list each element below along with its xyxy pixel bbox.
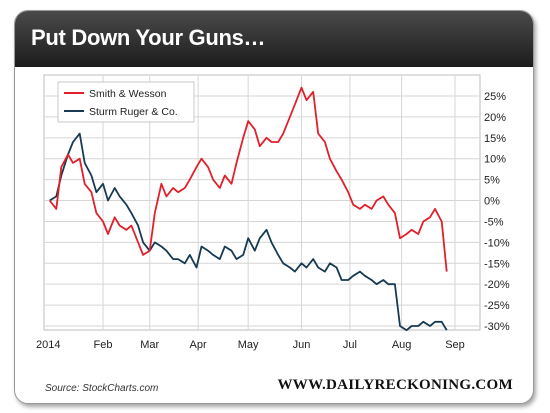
chart-title: Put Down Your Guns… — [31, 25, 266, 50]
legend-label: Smith & Wesson — [89, 88, 167, 100]
y-tick-label: 10% — [484, 154, 506, 166]
x-tick-label: Jul — [343, 339, 357, 351]
x-tick-label: Jun — [293, 339, 311, 351]
legend: Smith & Wesson Sturm Ruger & Co. — [57, 81, 195, 123]
legend-label: Sturm Ruger & Co. — [89, 106, 178, 118]
y-tick-label: 15% — [484, 133, 506, 145]
y-tick-label: 5% — [484, 175, 500, 187]
x-tick-label: May — [238, 339, 259, 351]
x-tick-label: Mar — [140, 339, 159, 351]
x-tick-label: Apr — [190, 339, 207, 351]
y-tick-label: -30% — [484, 321, 510, 333]
y-tick-label: -15% — [484, 258, 510, 270]
y-tick-label: -20% — [484, 279, 510, 291]
legend-box — [57, 81, 195, 123]
series-line-smith-wesson — [48, 86, 448, 272]
x-tick-label: 2014 — [36, 339, 60, 351]
website-label: WWW.DAILYRECKONING.COM — [277, 377, 513, 393]
series-line-sturm-ruger — [49, 132, 448, 332]
y-tick-label: 25% — [484, 91, 506, 103]
y-tick-label: -5% — [484, 216, 504, 228]
x-tick-label: Feb — [94, 339, 113, 351]
x-tick-label: Sep — [445, 339, 465, 351]
x-tick-label: Aug — [392, 339, 412, 351]
y-tick-label: -10% — [484, 237, 510, 249]
y-tick-label: -25% — [484, 300, 510, 312]
series-lines — [48, 86, 448, 332]
y-tick-label: 0% — [484, 196, 500, 208]
source-note: Source: StockCharts.com — [45, 383, 159, 394]
y-tick-label: 20% — [484, 112, 506, 124]
title-bar: Put Down Your Guns… — [15, 11, 533, 67]
tick-labels: 25% 20% 15% 10% 5% 0% -5% -10% -15% -20% -25% -30% 2… — [36, 91, 510, 351]
